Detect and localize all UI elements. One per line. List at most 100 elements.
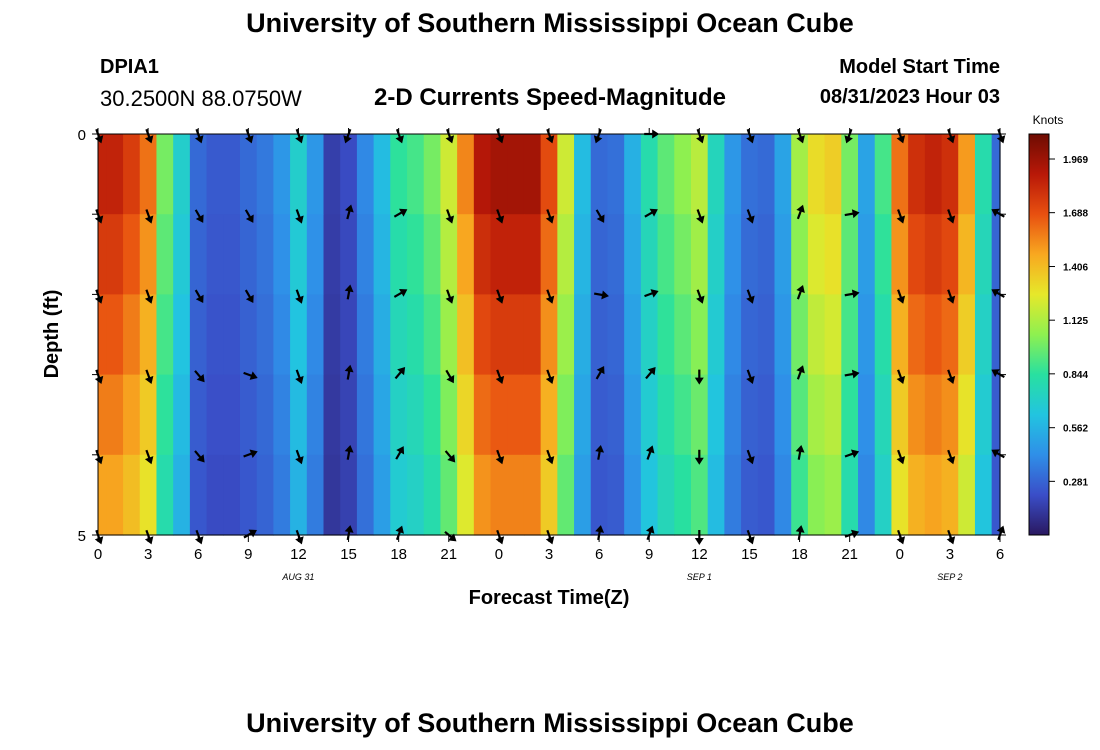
heatmap-cell bbox=[457, 214, 475, 295]
heatmap-cell bbox=[423, 134, 442, 215]
current-vector-arrow bbox=[796, 285, 805, 300]
heatmap-cell bbox=[490, 134, 508, 215]
colorbar: Knots 1.969 1.688 1.406 1.125 0.844 0.562 0.28… bbox=[1028, 113, 1088, 536]
x-tick-label: 3 bbox=[545, 546, 553, 563]
x-tick-label: 15 bbox=[340, 546, 357, 563]
heatmap-cell bbox=[707, 374, 725, 456]
current-vector-arrow bbox=[896, 128, 906, 144]
heatmap-cell bbox=[874, 294, 893, 376]
heatmap-cell bbox=[924, 134, 943, 215]
heatmap-cell bbox=[523, 214, 542, 295]
heatmap-cell bbox=[507, 214, 525, 295]
x-tick-label: 6 bbox=[194, 546, 202, 563]
heatmap-cell bbox=[574, 374, 592, 456]
heatmap-cell bbox=[106, 214, 124, 295]
heatmap-cell bbox=[390, 214, 408, 295]
heatmap-cell bbox=[273, 454, 291, 536]
heatmap-cell bbox=[423, 374, 442, 456]
heatmap-cell bbox=[891, 374, 909, 456]
current-vector-arrow bbox=[595, 525, 605, 541]
current-vector-arrow bbox=[696, 209, 705, 224]
current-vector-arrow bbox=[344, 364, 354, 380]
heatmap-cell bbox=[306, 374, 325, 456]
heatmap-cell bbox=[206, 294, 224, 376]
heatmap-cell bbox=[858, 374, 876, 456]
heatmap-cell bbox=[690, 214, 709, 295]
x-tick-label: 12 bbox=[290, 546, 307, 563]
current-vector-arrow bbox=[295, 128, 304, 144]
current-vector-arrow bbox=[746, 128, 755, 144]
heatmap-cell bbox=[874, 134, 893, 215]
heatmap-cell bbox=[674, 294, 692, 376]
current-vector-arrow bbox=[194, 289, 204, 304]
current-vector-arrow bbox=[545, 369, 555, 384]
heatmap-cell bbox=[724, 294, 742, 376]
heatmap-cell bbox=[607, 294, 625, 376]
heatmap-cell bbox=[824, 294, 842, 376]
colorbar-tick-label: 1.125 bbox=[1063, 316, 1088, 327]
current-vector-arrow bbox=[694, 449, 704, 465]
heatmap-cell bbox=[741, 134, 759, 215]
current-vector-arrow bbox=[495, 369, 505, 384]
heatmap-cell bbox=[807, 294, 826, 376]
heatmap-cell bbox=[807, 374, 826, 456]
heatmap-cell bbox=[490, 454, 508, 536]
heatmap-cell bbox=[958, 134, 976, 215]
heatmap-cell bbox=[774, 454, 792, 536]
current-vector-arrow bbox=[844, 369, 860, 379]
heatmap-cell bbox=[139, 214, 158, 295]
heatmap-cell bbox=[373, 374, 391, 456]
current-vector-arrow bbox=[991, 369, 1005, 379]
heatmap-cell bbox=[841, 454, 859, 536]
heatmap-cell bbox=[958, 454, 976, 536]
heatmap-cell bbox=[273, 214, 291, 295]
heatmap-cell bbox=[974, 294, 993, 376]
current-vector-arrow bbox=[694, 369, 704, 385]
heatmap-cell bbox=[206, 134, 224, 215]
heatmap-cell bbox=[223, 214, 241, 295]
heatmap-cell bbox=[607, 454, 625, 536]
heatmap-cell bbox=[707, 294, 725, 376]
heatmap-cell bbox=[273, 374, 291, 456]
heatmap-cell bbox=[390, 454, 408, 536]
heatmap-cell bbox=[473, 134, 492, 215]
heatmap-cell bbox=[189, 294, 208, 376]
heatmap-cell bbox=[807, 214, 826, 295]
current-vector-arrow bbox=[393, 208, 408, 218]
heatmap-cell bbox=[407, 374, 425, 456]
heatmap-cell bbox=[156, 294, 174, 376]
colorbar-tick-label: 0.844 bbox=[1063, 370, 1088, 381]
heatmap-cell bbox=[557, 214, 575, 295]
heatmap-cell bbox=[323, 294, 341, 376]
current-vector-arrow bbox=[194, 370, 205, 383]
heatmap-cell bbox=[373, 134, 391, 215]
heatmap-cell bbox=[156, 374, 174, 456]
x-tick-label: 9 bbox=[645, 546, 653, 563]
heatmap-cell bbox=[423, 214, 442, 295]
heatmap-cell bbox=[974, 374, 993, 456]
current-vector-arrow bbox=[991, 208, 1005, 218]
heatmap-cell bbox=[924, 374, 943, 456]
x-tick-label: 21 bbox=[841, 546, 858, 563]
heatmap-cell bbox=[874, 454, 893, 536]
heatmap-cell bbox=[757, 454, 776, 536]
main-title: University of Southern Mississippi Ocean… bbox=[246, 8, 854, 38]
heatmap-cell bbox=[98, 214, 107, 295]
x-tick-label: 6 bbox=[996, 546, 1004, 563]
current-vector-arrow bbox=[844, 128, 853, 144]
heatmap-cell bbox=[373, 294, 391, 376]
heatmap-cell bbox=[423, 294, 442, 376]
current-vector-arrow bbox=[896, 289, 906, 304]
heatmap-cell bbox=[123, 214, 141, 295]
heatmap-cell bbox=[858, 294, 876, 376]
current-vector-arrow bbox=[243, 449, 258, 459]
heatmap-cell bbox=[674, 374, 692, 456]
heatmap-cell bbox=[407, 294, 425, 376]
heatmap-cell bbox=[189, 134, 208, 215]
heatmap-cell bbox=[891, 294, 909, 376]
model-start-label: Model Start Time bbox=[839, 56, 1000, 78]
heatmap-cell bbox=[974, 134, 993, 215]
current-vector-arrow bbox=[595, 444, 605, 460]
current-vector-arrow bbox=[445, 209, 455, 224]
heatmap-cell bbox=[98, 294, 107, 376]
